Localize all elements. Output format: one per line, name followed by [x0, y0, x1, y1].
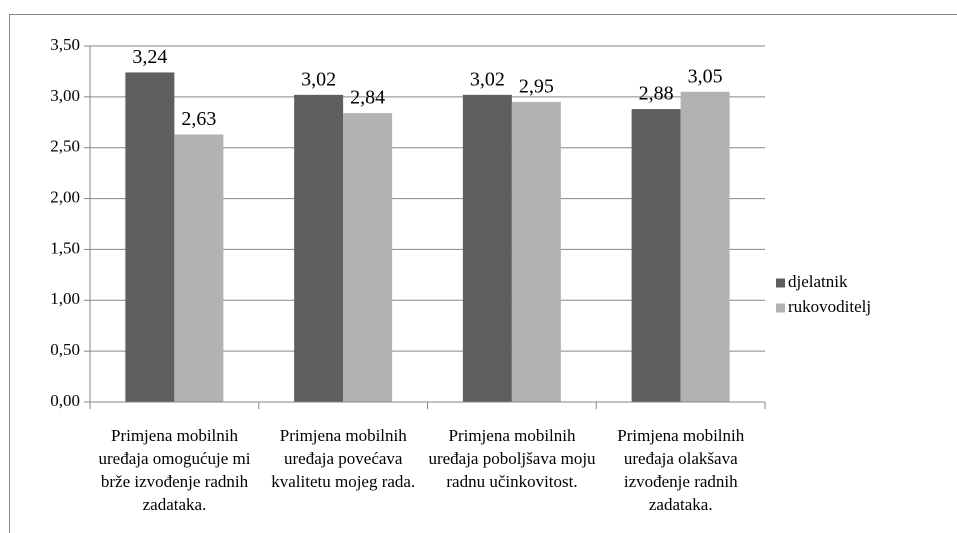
legend-label: rukovoditelj — [788, 297, 871, 316]
y-tick-label: 3,00 — [50, 86, 80, 105]
y-tick-label: 0,50 — [50, 340, 80, 359]
y-tick-label: 1,00 — [50, 289, 80, 308]
data-label: 2,88 — [639, 83, 674, 105]
y-tick-label: 2,00 — [50, 187, 80, 206]
legend-swatch — [776, 278, 785, 288]
bar — [631, 109, 681, 402]
data-label: 3,02 — [470, 68, 505, 90]
legend-label: djelatnik — [788, 272, 848, 291]
x-tick-label: Primjena mobilnih uređaja omogućuje mi b… — [98, 426, 251, 514]
data-label: 2,63 — [181, 108, 216, 130]
y-tick-label: 3,50 — [50, 35, 80, 54]
bar — [343, 113, 393, 402]
data-label: 3,24 — [132, 46, 167, 68]
data-label: 2,95 — [519, 76, 554, 98]
bar — [511, 101, 561, 402]
data-label: 3,02 — [301, 68, 336, 90]
y-tick-label: 0,00 — [50, 391, 80, 410]
y-tick-label: 2,50 — [50, 137, 80, 156]
bar — [680, 91, 730, 403]
bar — [174, 134, 224, 402]
legend-swatch — [776, 303, 785, 313]
bar — [125, 72, 175, 403]
x-tick-label: Primjena mobilnih uređaja povećava kvali… — [271, 426, 416, 491]
bar — [294, 94, 344, 402]
x-tick-label: Primjena mobilnih uređaja olakšava izvođ… — [617, 426, 745, 514]
bar — [462, 94, 512, 402]
chart-frame — [9, 14, 957, 533]
data-label: 3,05 — [688, 65, 723, 87]
y-tick-label: 1,50 — [50, 238, 80, 257]
data-label: 2,84 — [350, 87, 385, 109]
x-tick-label: Primjena mobilnih uređaja poboljšava moj… — [428, 426, 596, 491]
